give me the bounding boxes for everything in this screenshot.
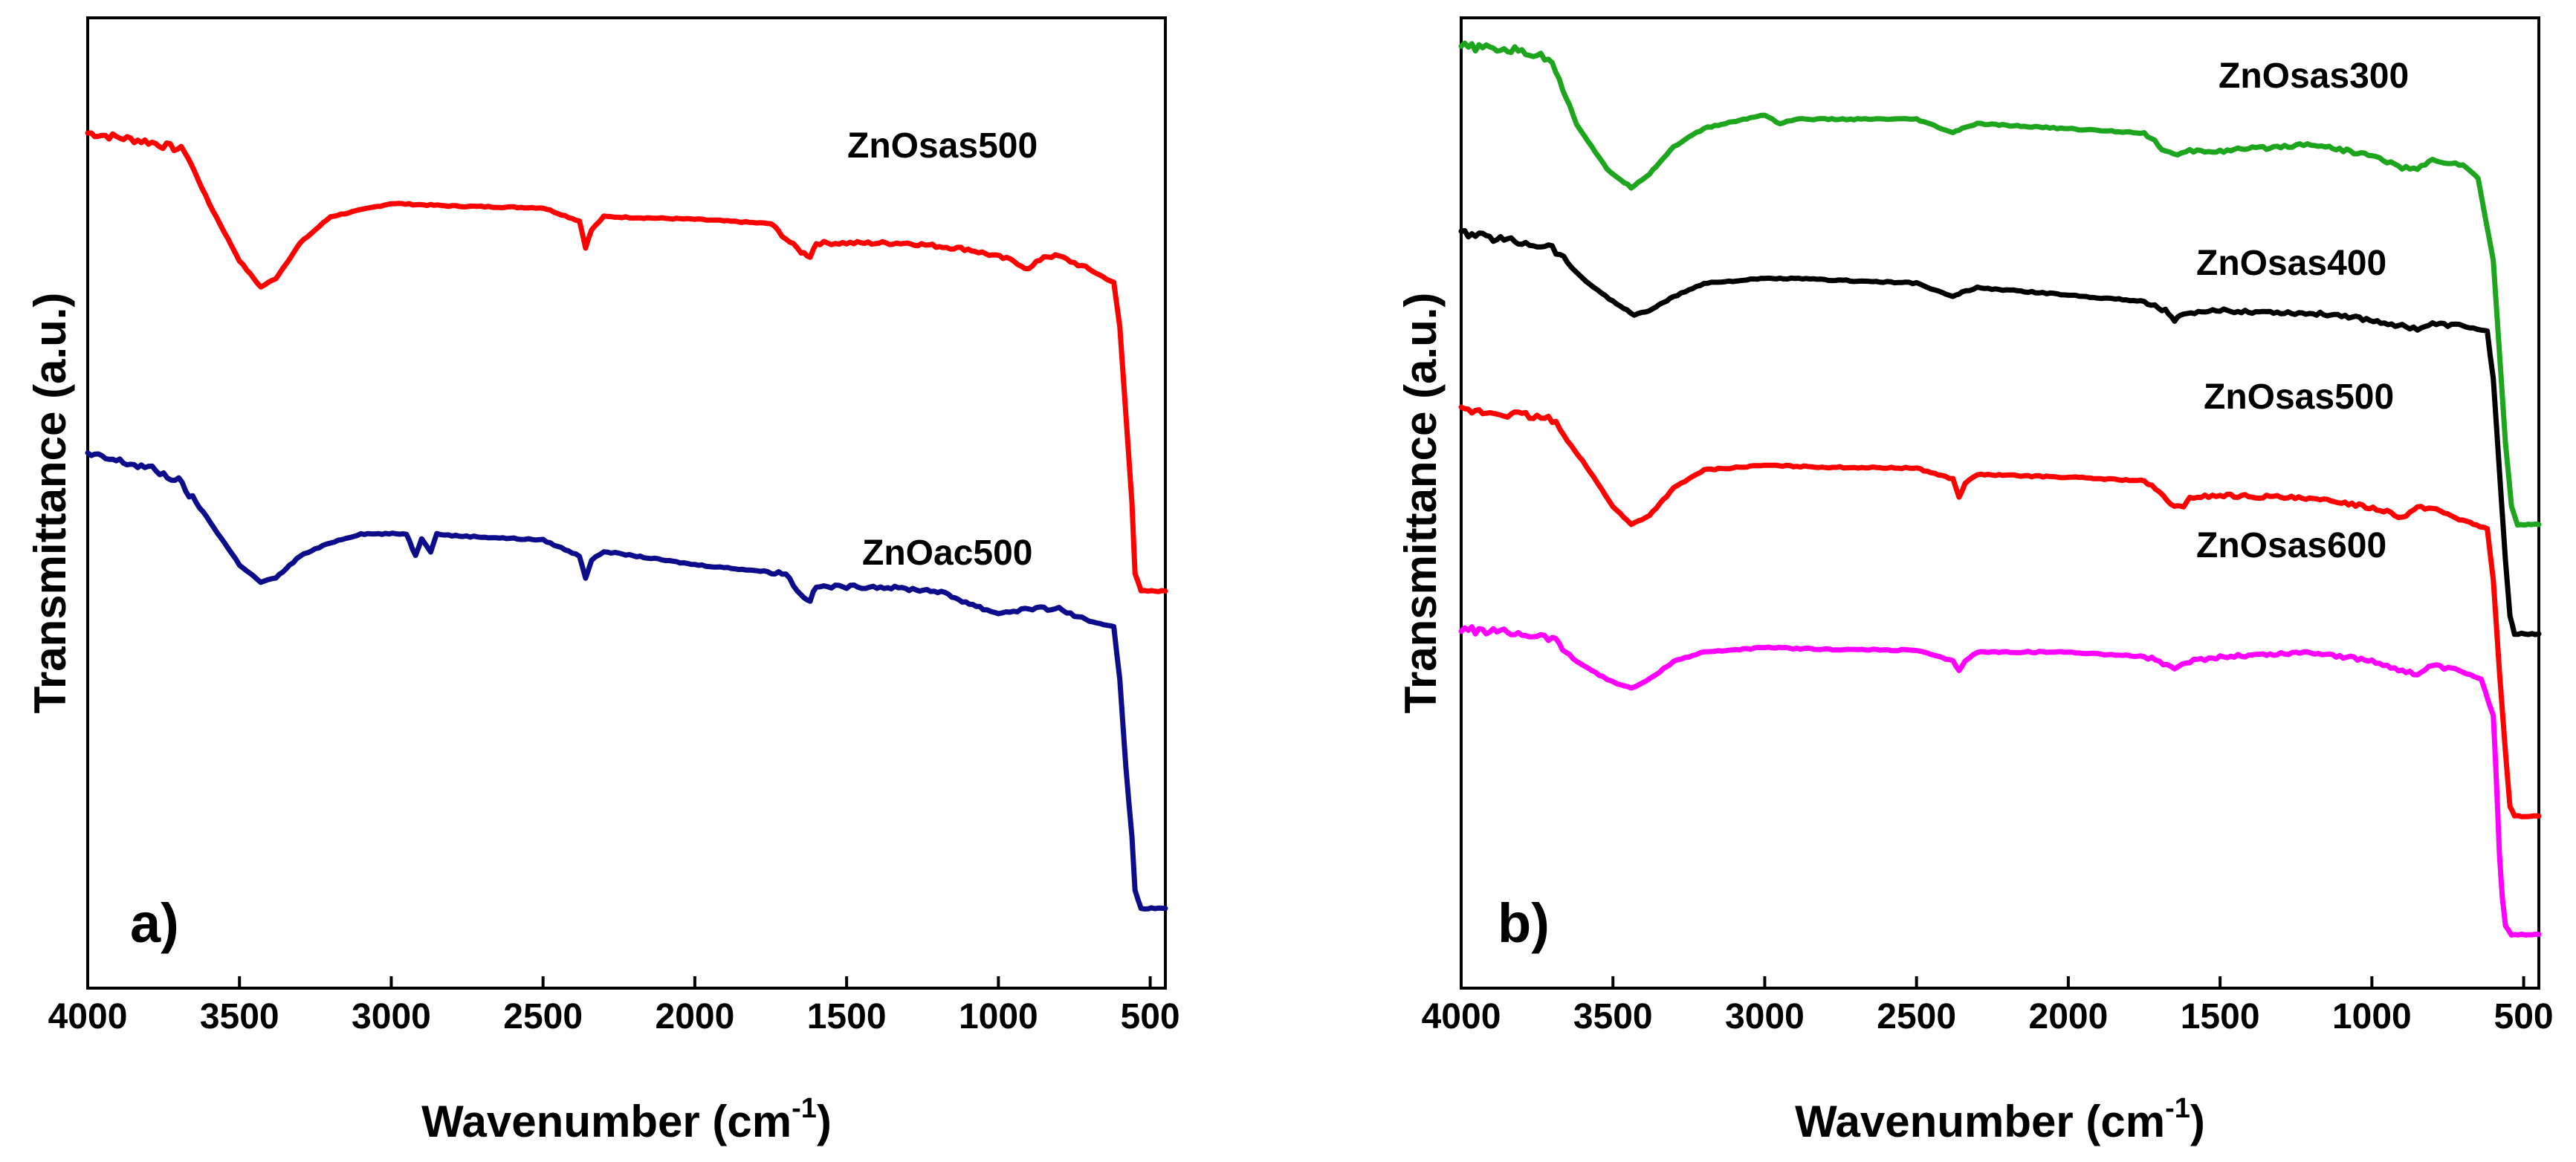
x-ticks-b: 4000 3500 3000 2500 2000 1500 1000 500 (1422, 976, 2554, 1036)
series-label-znosas600-b: ZnOsas600 (2196, 526, 2386, 565)
panel-label-a: a) (130, 892, 179, 954)
x-tick-label-b-2500: 2500 (1877, 997, 1956, 1036)
series-label-znoac500-a: ZnOac500 (862, 533, 1032, 573)
x-axis-title-b: Wavenumber (cm-1) (1795, 1093, 2205, 1146)
x-tick-label-a-1000: 1000 (959, 997, 1038, 1036)
panel-b: 4000 3500 3000 2500 2000 1500 1000 500 Transmit… (1396, 16, 2554, 1146)
x-axis-title-a: Wavenumber (cm-1) (421, 1093, 832, 1146)
x-tick-label-b-1000: 1000 (2332, 997, 2412, 1036)
panel-label-b: b) (1498, 892, 1550, 954)
series-label-znosas500-b: ZnOsas500 (2204, 377, 2394, 417)
series-label-znosas500-a: ZnOsas500 (847, 126, 1038, 166)
series-label-znosas400-b: ZnOsas400 (2196, 244, 2386, 283)
series-line-znosas600-b (1458, 624, 2542, 938)
plot-frame-b (1460, 16, 2540, 990)
series-group-b (1458, 40, 2542, 938)
series-label-znosas300-b: ZnOsas300 (2219, 56, 2409, 96)
x-axis-title-main-a: Wavenumber (cm (421, 1097, 792, 1146)
x-tick-label-b-1500: 1500 (2181, 997, 2260, 1036)
x-tick-label-b-4000: 4000 (1422, 997, 1501, 1036)
x-tick-label-a-3500: 3500 (200, 997, 279, 1036)
panel-a: 4000 3500 3000 2500 2000 1500 1000 500 Transmit… (25, 16, 1180, 1146)
x-tick-label-a-3000: 3000 (352, 997, 431, 1036)
x-tick-label-a-2000: 2000 (656, 997, 735, 1036)
x-axis-title-suffix-a: ) (817, 1097, 832, 1146)
x-tick-label-b-500: 500 (2494, 997, 2554, 1036)
x-tick-label-a-2500: 2500 (503, 997, 583, 1036)
x-tick-label-a-4000: 4000 (48, 997, 128, 1036)
x-axis-title-suffix-b: ) (2190, 1097, 2205, 1146)
y-axis-title-a: Transmittance (a.u.) (25, 293, 75, 714)
x-tick-label-a-500: 500 (1121, 997, 1180, 1036)
x-tick-label-a-1500: 1500 (807, 997, 887, 1036)
series-line-znosas500-b (1458, 404, 2542, 819)
x-axis-title-main-b: Wavenumber (cm (1795, 1097, 2165, 1146)
x-axis-title-sup-b: -1 (2165, 1093, 2190, 1124)
x-tick-label-b-2000: 2000 (2029, 997, 2109, 1036)
y-axis-title-b: Transmittance (a.u.) (1396, 293, 1446, 714)
series-line-znosas500-a (85, 130, 1168, 594)
plot-frame-a (86, 16, 1167, 990)
x-ticks-a: 4000 3500 3000 2500 2000 1500 1000 500 (48, 976, 1180, 1036)
x-tick-label-b-3000: 3000 (1725, 997, 1805, 1036)
series-line-znoac500-a (85, 450, 1168, 912)
series-line-znosas400-b (1458, 228, 2542, 637)
x-axis-title-sup-a: -1 (792, 1093, 817, 1124)
series-line-znosas300-b (1458, 40, 2542, 528)
x-tick-label-b-3500: 3500 (1573, 997, 1653, 1036)
series-group-a (85, 130, 1168, 912)
